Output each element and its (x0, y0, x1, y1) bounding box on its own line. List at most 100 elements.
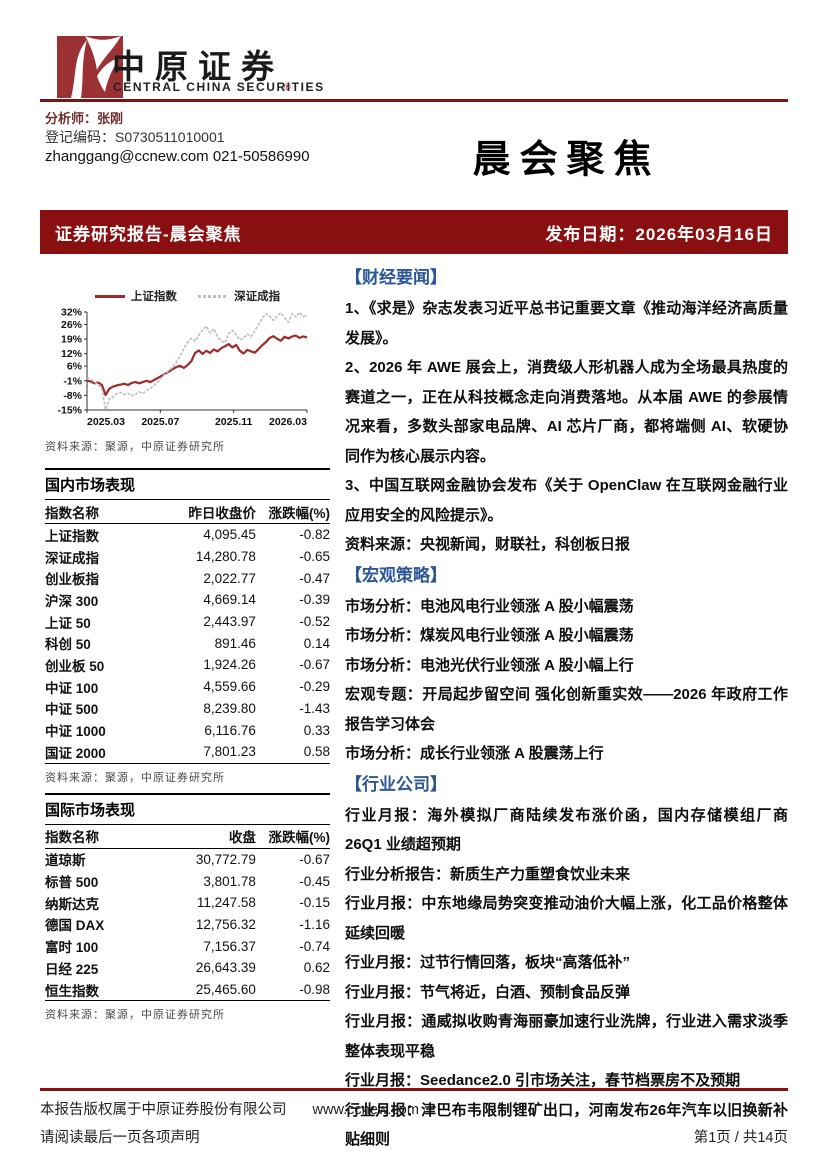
header-divider (40, 99, 788, 102)
cell: -0.29 (299, 679, 330, 695)
section-heading-macro-strategy: 【宏观策略】 (345, 565, 447, 585)
brand-name-cn: 中原证券 (112, 50, 284, 86)
cell: 3,801.78 (203, 873, 256, 889)
section-item: 行业月报：过节行情回落，板块“高落低补” (345, 954, 631, 971)
cell: 科创 50 (45, 637, 91, 653)
table-row: 纳斯达克 11,247.58 -0.15 (45, 892, 330, 914)
footer-copyright-line: 本报告版权属于中原证券股份有限公司 www.ccnew.com (40, 1098, 788, 1119)
cell: -0.98 (299, 982, 330, 998)
table-row: 科创 50 891.46 0.14 (45, 632, 330, 654)
svg-text:2025.07: 2025.07 (141, 416, 179, 428)
cell: 12,756.32 (195, 916, 256, 932)
table-row: 标普 500 3,801.78 -0.45 (45, 870, 330, 892)
svg-text:2025.11: 2025.11 (215, 416, 253, 428)
table-row: 富时 100 7,156.37 -0.74 (45, 935, 330, 957)
cell: -0.67 (299, 851, 330, 867)
table-row: 中证 100 4,559.66 -0.29 (45, 676, 330, 698)
cell: 恒生指数 (45, 983, 99, 999)
table-row: 上证指数 4,095.45 -0.82 (45, 524, 330, 546)
cell: -0.82 (299, 527, 330, 543)
footer-divider (40, 1088, 788, 1091)
section-item: 市场分析：成长行业领涨 A 股震荡上行 (345, 745, 604, 762)
footer-copyright: 本报告版权属于中原证券股份有限公司 (40, 1102, 287, 1118)
cell: 6,116.76 (204, 722, 256, 738)
cell: 中证 100 (45, 680, 99, 696)
cell: 7,156.37 (203, 938, 256, 954)
table-body: 道琼斯 30,772.79 -0.67 标普 500 3,801.78 -0.45 纳斯达克… (45, 849, 330, 1002)
cell: -0.52 (299, 614, 330, 630)
analyst-reg-code: 登记编码：S0730511010001 (45, 129, 225, 145)
header-cell: 收盘 (228, 830, 256, 846)
table-row: 沪深 300 4,669.14 -0.39 (45, 589, 330, 611)
registered-mark-icon: ® (284, 82, 291, 92)
cell: 0.62 (303, 960, 330, 976)
cell: -0.45 (299, 873, 330, 889)
section-item: 2、2026 年 AWE 展会上，消费级人形机器人成为全场最具热度的赛道之一，正… (345, 359, 788, 465)
cell: 深证成指 (45, 550, 99, 566)
cell: 标普 500 (45, 875, 99, 891)
cell: 26,643.39 (195, 960, 256, 976)
cell: 8,239.80 (203, 700, 256, 716)
domestic-table-title: 国内市场表现 (45, 470, 330, 500)
cell: -0.67 (299, 657, 330, 673)
cell: 中证 500 (45, 702, 99, 718)
analyst-block: 分析师：张刚 登记编码：S0730511010001 zhanggang@ccn… (45, 109, 310, 166)
banner-report-type: 证券研究报告-晨会聚焦 (55, 224, 242, 244)
svg-text:2026.03: 2026.03 (269, 416, 307, 428)
cell: 创业板指 (45, 572, 99, 588)
cell: 0.14 (303, 635, 330, 651)
table-row: 道琼斯 30,772.79 -0.67 (45, 849, 330, 871)
legend-sh-index: 上证指数 (94, 291, 177, 303)
section-item: 行业月报：节气将近，白酒、预制食品反弹 (345, 983, 631, 1001)
cell: -1.16 (299, 916, 330, 932)
cell: 7,801.23 (203, 744, 256, 760)
header-cell: 指数名称 (45, 505, 99, 521)
cell: 道琼斯 (45, 853, 86, 869)
international-table-source: 资料来源：聚源，中原证券研究所 (45, 1009, 225, 1022)
header-cell: 涨跌幅(%) (268, 830, 331, 846)
table-row: 日经 225 26,643.39 0.62 (45, 957, 330, 979)
analyst-name: 分析师：张刚 (45, 111, 124, 126)
cell: 4,559.66 (203, 679, 256, 695)
left-column: 上证指数 深证成指 32% 26% 19% 12% 6% -1% -8% -15% 2025.0… (45, 286, 330, 1024)
cell: -0.39 (299, 592, 330, 608)
analyst-contact: zhanggang@ccnew.com 021-50586990 (45, 148, 310, 165)
table-row: 上证 50 2,443.97 -0.52 (45, 611, 330, 633)
section-item: 行业月报：Seedance2.0 引市场关注，春节档票房不及预期 (345, 1072, 741, 1089)
table-body: 上证指数 4,095.45 -0.82 深证成指 14,280.78 -0.65 创业板指 2… (45, 524, 330, 764)
cell: -0.65 (299, 549, 330, 565)
svg-text:32%: 32% (61, 307, 83, 319)
cell: 30,772.79 (195, 851, 256, 867)
section-item: 市场分析：煤炭风电行业领涨 A 股小幅震荡 (345, 627, 634, 644)
cell: 11,247.58 (196, 895, 256, 911)
international-table-title: 国际市场表现 (45, 795, 330, 825)
cell: 上证 50 (45, 615, 91, 631)
section-item: 宏观专题：开局起步留空间 强化创新重实效——2026 年政府工作报告学习体会 (345, 686, 788, 733)
sz-line-swatch (198, 295, 229, 299)
header-cell: 指数名称 (45, 830, 99, 846)
chart-source: 资料来源：聚源，中原证券研究所 (45, 441, 225, 453)
section-item: 1、《求是》杂志发表习近平总书记重要文章《推动海洋经济高质量发展》。 (345, 300, 788, 347)
index-performance-chart: 32%26% 19% 12%6% -1% -8% -15% 2025.03 2025.07 20… (57, 307, 308, 428)
cell: -0.74 (299, 938, 330, 954)
company-logo-icon (57, 36, 123, 98)
cell: 国证 2000 (45, 745, 106, 761)
table-header-row: 指数名称 昨日收盘价 涨跌幅(%) (45, 500, 330, 524)
cell: 4,669.14 (203, 592, 256, 608)
international-table-grid: 指数名称 收盘 涨跌幅(%) 道琼斯 30,772.79 -0.67 标普 500 3,801… (45, 825, 330, 1002)
footer-disclaimer: 请阅读最后一页各项声明 (40, 1130, 200, 1146)
cell: 上证指数 (45, 528, 99, 544)
svg-text:12%: 12% (61, 348, 83, 360)
chart-line (86, 311, 308, 411)
section-heading-industry-company: 【行业公司】 (345, 774, 447, 794)
footer-bottom-line: 请阅读最后一页各项声明 第1页 / 共14页 (40, 1126, 788, 1147)
cell: 中证 1000 (45, 724, 106, 740)
header-cell: 涨跌幅(%) (268, 505, 331, 521)
cell: 25,465.60 (195, 982, 256, 998)
report-type-banner: 证券研究报告-晨会聚焦 发布日期：2026年03月16日 (40, 210, 788, 254)
cell: 2,022.77 (203, 570, 256, 586)
cell: 4,095.45 (203, 527, 256, 543)
table-row: 深证成指 14,280.78 -0.65 (45, 546, 330, 568)
cell: 沪深 300 (45, 593, 99, 609)
table-row: 中证 1000 6,116.76 0.33 (45, 719, 330, 741)
